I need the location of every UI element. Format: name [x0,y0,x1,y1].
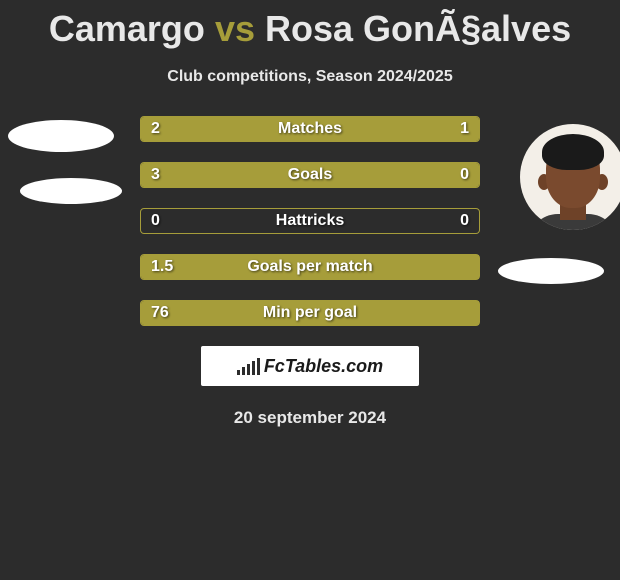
subtitle: Club competitions, Season 2024/2025 [0,68,620,86]
stat-value-left: 1.5 [151,258,173,276]
player1-name: Camargo [49,8,205,49]
stat-label: Matches [278,120,342,138]
stat-value-left: 2 [151,120,160,138]
avatar-left-placeholder-1 [8,120,114,152]
bar-fill-left [141,163,405,187]
stat-row-matches: 2 Matches 1 [140,116,480,142]
brand-box[interactable]: FcTables.com [201,346,419,386]
stat-value-right: 1 [460,120,469,138]
stat-label: Hattricks [276,212,344,230]
stat-label: Goals [288,166,332,184]
stat-row-goals-per-match: 1.5 Goals per match [140,254,480,280]
stat-value-left: 76 [151,304,169,322]
vs-text: vs [215,8,255,49]
stat-value-left: 0 [151,212,160,230]
avatar-right-placeholder-2 [498,258,604,284]
page-title: Camargo vs Rosa GonÃ§alves [0,0,620,50]
brand-text: FcTables.com [264,356,383,377]
avatar-right-photo [520,124,620,230]
stat-label: Goals per match [247,258,372,276]
stat-row-hattricks: 0 Hattricks 0 [140,208,480,234]
stat-row-min-per-goal: 76 Min per goal [140,300,480,326]
stat-value-right: 0 [460,166,469,184]
stat-value-right: 0 [460,212,469,230]
stat-rows: 2 Matches 1 3 Goals 0 0 Hattricks 0 1.5 … [140,116,480,326]
avatar-left-placeholder-2 [20,178,122,204]
date-text: 20 september 2024 [0,408,620,428]
stat-value-left: 3 [151,166,160,184]
brand-logo-icon [237,357,260,375]
stat-label: Min per goal [263,304,357,322]
player2-name: Rosa GonÃ§alves [265,8,571,49]
stat-row-goals: 3 Goals 0 [140,162,480,188]
